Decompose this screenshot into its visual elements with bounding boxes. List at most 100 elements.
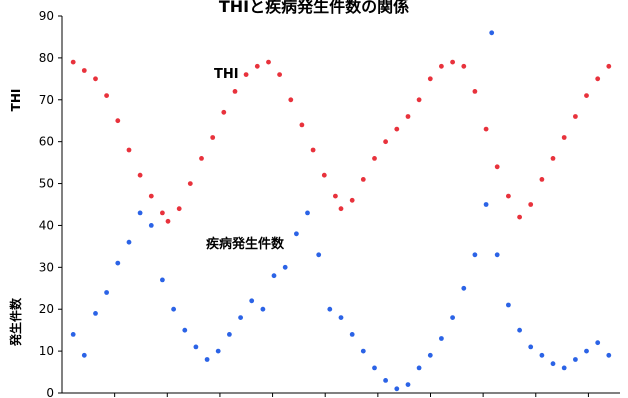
thi-point	[254, 63, 260, 69]
disease-point	[126, 239, 132, 245]
y-axis-ticks: 0 10 20 30 40 50 60 70 80 90	[39, 9, 62, 398]
disease-point	[550, 361, 556, 367]
y-tick-label: 80	[39, 51, 54, 65]
thi-point	[550, 156, 556, 161]
thi-point	[494, 164, 500, 170]
thi-point	[595, 76, 601, 82]
disease-point	[573, 357, 578, 362]
disease-point	[215, 348, 221, 354]
disease-annotation: 疾病発生件数	[206, 236, 285, 252]
thi-point	[176, 206, 182, 212]
thi-point	[360, 177, 366, 182]
disease-point	[439, 336, 444, 341]
thi-point	[310, 147, 316, 153]
y-tick-label: 50	[39, 177, 54, 191]
thi-point	[115, 118, 121, 124]
disease-point	[360, 348, 366, 354]
disease-point	[450, 315, 455, 320]
thi-point	[427, 76, 433, 82]
disease-point	[606, 352, 612, 358]
thi-point	[199, 156, 204, 161]
thi-point	[517, 214, 522, 220]
thi-point	[506, 193, 511, 199]
thi-point	[93, 76, 98, 82]
thi-point	[472, 89, 478, 94]
thi-point	[243, 72, 249, 77]
disease-point	[182, 327, 188, 333]
thi-point	[288, 97, 294, 103]
thi-point	[299, 122, 305, 128]
thi-point	[210, 135, 216, 140]
thi-point	[372, 156, 377, 161]
y-tick-label: 10	[39, 344, 54, 358]
disease-point	[338, 315, 344, 320]
thi-point	[187, 181, 193, 187]
disease-point	[405, 382, 411, 387]
thi-point	[405, 114, 411, 119]
thi-point	[165, 218, 171, 224]
disease-point	[528, 344, 534, 350]
thi-point	[383, 139, 388, 145]
disease-point	[483, 202, 489, 207]
disease-point	[260, 306, 266, 312]
disease-point	[595, 340, 601, 346]
disease-point	[137, 210, 143, 216]
thi-point	[81, 68, 87, 73]
disease-point	[584, 348, 589, 354]
y-tick-label: 20	[39, 302, 54, 316]
thi-point	[266, 59, 271, 65]
thi-point	[483, 126, 489, 132]
disease-point	[81, 352, 87, 358]
thi-point	[461, 63, 467, 69]
disease-point	[104, 290, 109, 295]
disease-point	[305, 210, 310, 216]
thi-point	[104, 93, 109, 98]
disease-point	[316, 252, 322, 258]
thi-annotation: THI	[214, 67, 239, 82]
disease-point	[204, 357, 210, 362]
y-axis-label-thi: THI	[9, 89, 23, 112]
disease-point	[517, 327, 522, 333]
thi-point	[70, 59, 76, 65]
disease-point	[416, 365, 422, 371]
disease-point	[193, 344, 199, 350]
y-tick-label: 60	[39, 135, 54, 149]
disease-point	[394, 386, 400, 392]
thi-point	[439, 63, 444, 69]
thi-point	[338, 206, 344, 212]
y-axis-label-disease: 発生件数	[8, 297, 23, 347]
thi-point	[333, 193, 338, 199]
disease-point	[494, 252, 500, 258]
disease-point	[282, 264, 288, 270]
disease-point	[427, 352, 433, 358]
thi-point	[148, 193, 154, 199]
disease-point	[539, 352, 545, 358]
thi-point	[450, 59, 455, 65]
disease-point	[472, 252, 478, 258]
thi-point	[349, 197, 355, 203]
disease-point	[349, 332, 355, 337]
disease-series	[70, 30, 612, 392]
thi-point	[137, 172, 143, 178]
thi-point	[394, 126, 400, 132]
disease-point	[294, 231, 299, 237]
disease-point	[461, 285, 467, 291]
thi-point	[277, 72, 282, 77]
disease-point	[171, 306, 177, 312]
thi-point	[539, 177, 545, 182]
disease-point	[70, 332, 76, 337]
disease-point	[148, 223, 154, 228]
disease-point	[561, 365, 567, 371]
thi-point	[573, 114, 578, 119]
thi-point	[416, 97, 422, 103]
disease-point	[271, 273, 277, 279]
thi-point	[160, 210, 165, 216]
thi-point	[232, 89, 238, 94]
disease-point	[227, 332, 232, 337]
disease-point	[238, 315, 244, 320]
axes	[61, 16, 620, 397]
y-tick-label: 90	[39, 9, 54, 23]
chart-title: THIと疾病発生件数の関係	[219, 0, 409, 16]
thi-point	[561, 135, 567, 140]
